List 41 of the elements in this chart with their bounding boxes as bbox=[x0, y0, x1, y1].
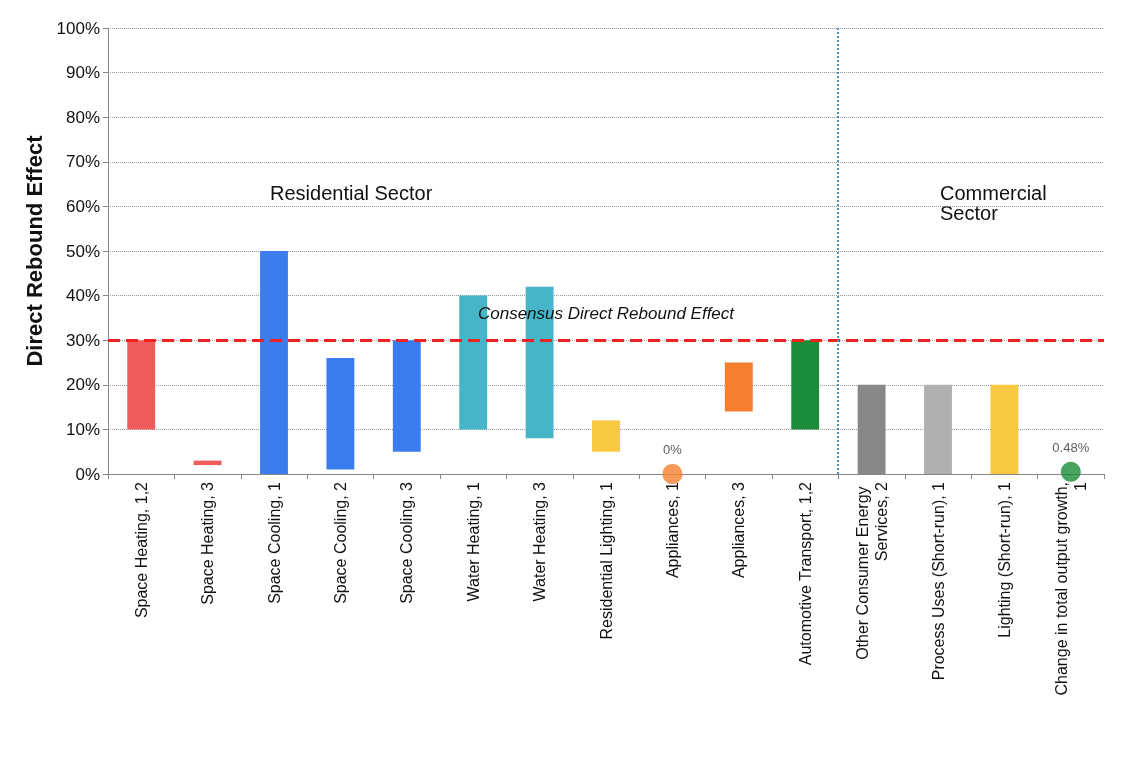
bar bbox=[392, 340, 421, 452]
y-tick-label: 30% bbox=[65, 330, 100, 350]
y-tick-label: 80% bbox=[65, 107, 100, 127]
data-label: 0% bbox=[663, 442, 683, 457]
x-tick-label: Other Consumer Energy Services, 2 bbox=[853, 481, 890, 660]
x-tick-label: Change in total output growth, 1 bbox=[1052, 481, 1089, 696]
bar bbox=[724, 362, 753, 412]
x-tick-label: Space Cooling, 3 bbox=[398, 481, 416, 604]
bar bbox=[924, 384, 952, 474]
x-tick-label: Water Heating, 3 bbox=[531, 481, 549, 602]
bar bbox=[193, 460, 222, 466]
y-tick-label: 60% bbox=[65, 196, 100, 216]
bar bbox=[127, 340, 156, 430]
y-tick-label: 90% bbox=[65, 63, 100, 83]
bar bbox=[990, 384, 1019, 474]
bar bbox=[592, 420, 620, 452]
x-tick-label: Space Cooling, 2 bbox=[331, 481, 349, 604]
bar bbox=[260, 251, 288, 474]
bar bbox=[326, 358, 355, 470]
x-tick-label: Appliances, 1 bbox=[663, 481, 681, 579]
y-axis-title: Direct Rebound Effect bbox=[22, 134, 48, 367]
y-tick-label: 20% bbox=[65, 375, 100, 395]
annotation: Residential Sector bbox=[270, 182, 433, 204]
x-tick-label: Water Heating, 1 bbox=[464, 481, 482, 602]
x-tick-label: Appliances, 3 bbox=[730, 481, 748, 579]
x-tick-label: Lighting (Short-run), 1 bbox=[995, 481, 1013, 638]
y-tick-label: 50% bbox=[65, 241, 100, 261]
x-tick-label: Space Cooling, 1 bbox=[265, 481, 283, 604]
y-tick-label: 70% bbox=[65, 152, 100, 172]
x-tick-label: Space Heating, 1,2 bbox=[132, 481, 150, 619]
y-tick-label: 100% bbox=[56, 18, 100, 38]
x-tick-label: Automotive Transport, 1,2 bbox=[796, 481, 814, 666]
data-label: 0.48% bbox=[1052, 439, 1090, 455]
x-tick-label: Residential Lighting, 1 bbox=[597, 481, 615, 640]
x-tick-label: Process Uses (Short-run), 1 bbox=[929, 481, 947, 681]
y-tick-label: 0% bbox=[75, 464, 100, 484]
y-tick-label: 10% bbox=[65, 419, 100, 439]
bar bbox=[791, 340, 820, 430]
x-tick-label: Space Heating, 3 bbox=[199, 481, 217, 605]
y-tick-label: 40% bbox=[65, 286, 100, 306]
annotation: Commercial Sector bbox=[940, 182, 1047, 224]
